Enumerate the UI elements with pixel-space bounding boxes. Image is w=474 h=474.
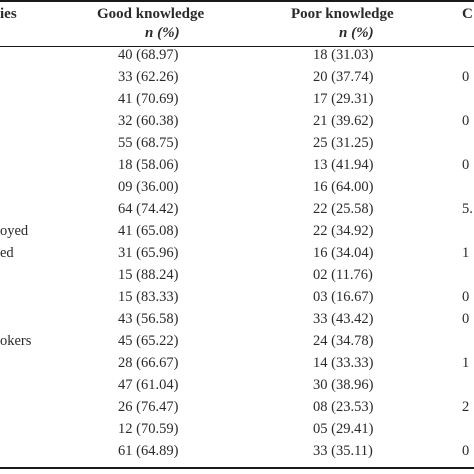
poor-knowledge-cell: 24 (34.78) [313, 333, 374, 349]
odds-ratio-cell: 0 [462, 311, 470, 327]
poor-knowledge-cell: 16 (34.04) [313, 245, 374, 261]
good-knowledge-cell: 12 (70.59) [118, 421, 179, 437]
header-poor-knowledge: Poor knowledge [291, 6, 394, 22]
odds-ratio-cell: 1 [462, 245, 470, 261]
good-knowledge-cell: 18 (58.06) [118, 157, 179, 173]
poor-knowledge-cell: 13 (41.94) [313, 157, 374, 173]
table-row: 12 (70.59) 05 (29.41) [0, 419, 474, 439]
good-knowledge-cell: 43 (56.58) [118, 311, 179, 327]
poor-knowledge-cell: 05 (29.41) [313, 421, 374, 437]
good-knowledge-cell: 15 (88.24) [118, 267, 179, 283]
odds-ratio-cell: 1 [462, 355, 470, 371]
header-variables: ies [0, 6, 17, 22]
poor-knowledge-cell: 17 (29.31) [313, 91, 374, 107]
table-row: 43 (56.58) 33 (43.42) 0 [0, 309, 474, 329]
table-row: okers 45 (65.22) 24 (34.78) [0, 331, 474, 351]
odds-ratio-cell: 0 [462, 157, 470, 173]
header-good-unit: n (%) [145, 25, 180, 41]
odds-ratio-cell: 0 [462, 289, 470, 305]
table-row: 09 (36.00) 16 (64.00) [0, 177, 474, 197]
table-row: 64 (74.42) 22 (25.58) 5. [0, 199, 474, 219]
good-knowledge-cell: 40 (68.97) [118, 47, 179, 63]
good-knowledge-cell: 15 (83.33) [118, 289, 179, 305]
good-knowledge-cell: 33 (62.26) [118, 69, 179, 85]
poor-knowledge-cell: 22 (25.58) [313, 201, 374, 217]
poor-knowledge-cell: 18 (31.03) [313, 47, 374, 63]
good-knowledge-cell: 64 (74.42) [118, 201, 179, 217]
table-row: ed 31 (65.96) 16 (34.04) 1 [0, 243, 474, 263]
poor-knowledge-cell: 14 (33.33) [313, 355, 374, 371]
poor-knowledge-cell: 20 (37.74) [313, 69, 374, 85]
poor-knowledge-cell: 02 (11.76) [313, 267, 373, 283]
odds-ratio-cell: 0 [462, 69, 470, 85]
table-row: 61 (64.89) 33 (35.11) 0 [0, 441, 474, 461]
poor-knowledge-cell: 25 (31.25) [313, 135, 374, 151]
table-row: 28 (66.67) 14 (33.33) 1 [0, 353, 474, 373]
table-row: 15 (88.24) 02 (11.76) [0, 265, 474, 285]
good-knowledge-cell: 41 (65.08) [118, 223, 179, 239]
header-good-knowledge: Good knowledge [97, 6, 205, 22]
good-knowledge-cell: 61 (64.89) [118, 443, 179, 459]
good-knowledge-cell: 09 (36.00) [118, 179, 179, 195]
good-knowledge-cell: 28 (66.67) [118, 355, 179, 371]
table-row: 47 (61.04) 30 (38.96) [0, 375, 474, 395]
good-knowledge-cell: 45 (65.22) [118, 333, 179, 349]
poor-knowledge-cell: 33 (35.11) [313, 443, 373, 459]
poor-knowledge-cell: 03 (16.67) [313, 289, 374, 305]
table-row: 32 (60.38) 21 (39.62) 0 [0, 111, 474, 131]
odds-ratio-cell: 2 [462, 399, 470, 415]
poor-knowledge-cell: 16 (64.00) [313, 179, 374, 195]
odds-ratio-cell: 5. [462, 201, 473, 217]
good-knowledge-cell: 31 (65.96) [118, 245, 179, 261]
row-label-cell: ed [0, 245, 14, 261]
table-row: 41 (70.69) 17 (29.31) [0, 89, 474, 109]
table-row: 33 (62.26) 20 (37.74) 0 [0, 67, 474, 87]
table-row: 26 (76.47) 08 (23.53) 2 [0, 397, 474, 417]
header-poor-unit: n (%) [339, 25, 374, 41]
table-top-rule [0, 0, 474, 2]
table-row: 15 (83.33) 03 (16.67) 0 [0, 287, 474, 307]
good-knowledge-cell: 55 (68.75) [118, 135, 179, 151]
poor-knowledge-cell: 08 (23.53) [313, 399, 374, 415]
table-row: 40 (68.97) 18 (31.03) [0, 45, 474, 65]
good-knowledge-cell: 32 (60.38) [118, 113, 179, 129]
table-bottom-rule [0, 467, 474, 469]
table-row: 55 (68.75) 25 (31.25) [0, 133, 474, 153]
header-divider-rule [0, 46, 474, 47]
good-knowledge-cell: 41 (70.69) [118, 91, 179, 107]
poor-knowledge-cell: 21 (39.62) [313, 113, 374, 129]
odds-ratio-cell: 0 [462, 113, 470, 129]
header-odds-ratio: C [462, 6, 473, 22]
poor-knowledge-cell: 33 (43.42) [313, 311, 374, 327]
row-label-cell: okers [0, 333, 32, 349]
good-knowledge-cell: 26 (76.47) [118, 399, 179, 415]
table-row: 18 (58.06) 13 (41.94) 0 [0, 155, 474, 175]
row-label-cell: oyed [0, 223, 29, 239]
good-knowledge-cell: 47 (61.04) [118, 377, 179, 393]
poor-knowledge-cell: 22 (34.92) [313, 223, 374, 239]
poor-knowledge-cell: 30 (38.96) [313, 377, 374, 393]
odds-ratio-cell: 0 [462, 443, 470, 459]
table-row: oyed 41 (65.08) 22 (34.92) [0, 221, 474, 241]
